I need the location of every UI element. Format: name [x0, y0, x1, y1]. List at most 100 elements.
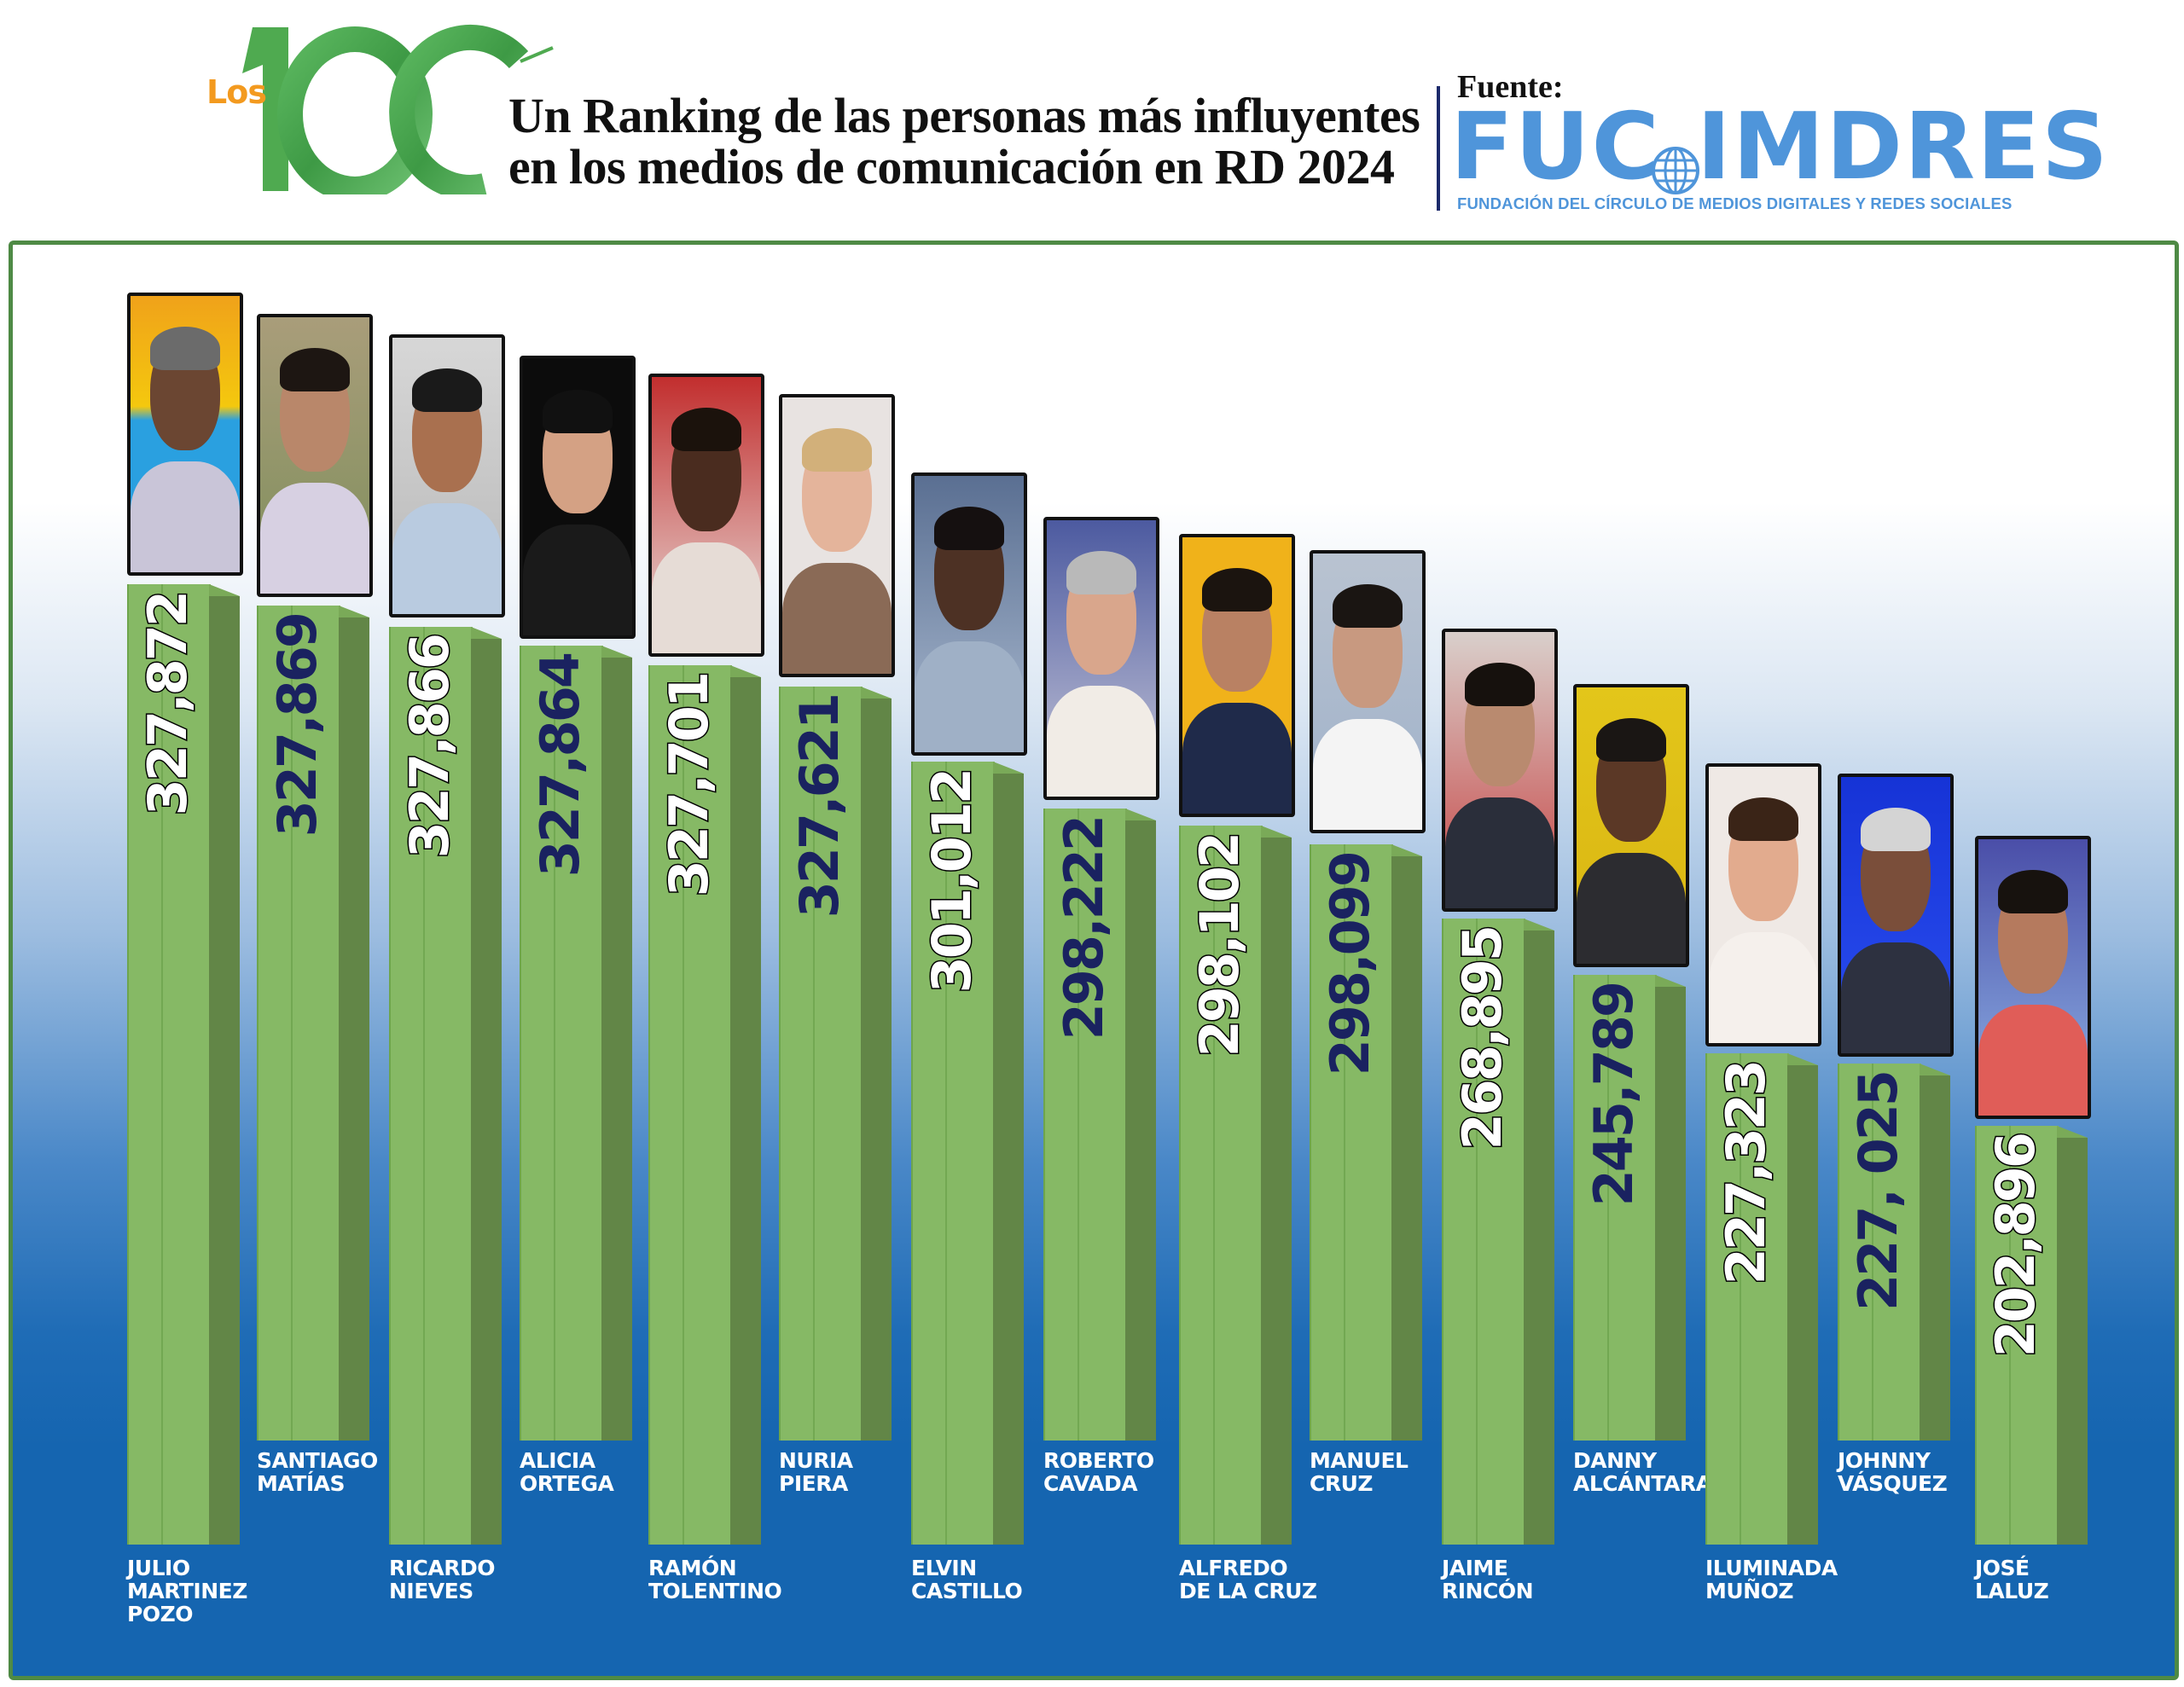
name-line: MARTINEZ [127, 1579, 247, 1603]
bar: 327,701 [648, 665, 761, 1545]
person-name-label: ELVIN CASTILLO [911, 1557, 1023, 1603]
photo-hair [671, 407, 741, 452]
bar-value-label: 202,896 [1984, 1133, 2048, 1359]
person-name-label: SANTIAGO MATÍAS [257, 1449, 378, 1495]
name-line: MANUEL [1310, 1448, 1409, 1473]
name-line: CAVADA [1043, 1471, 1138, 1496]
bar-side [339, 617, 369, 1441]
photo-hair [802, 427, 872, 472]
bar-value-label: 327,621 [788, 695, 851, 919]
logo-prefix: Los [206, 73, 267, 111]
photo-hair [1728, 797, 1798, 842]
los-100-logo: Los [203, 24, 613, 194]
person-photo [1043, 517, 1159, 800]
name-line: DE LA CRUZ [1179, 1579, 1317, 1603]
person-photo [257, 314, 373, 597]
bar: 298,222 [1043, 809, 1156, 1441]
bar-front [127, 584, 211, 1545]
photo-body [131, 461, 240, 572]
person-photo [779, 394, 895, 677]
bar-front [911, 762, 995, 1545]
bar-front [1043, 809, 1127, 1441]
bar: 327,866 [389, 627, 502, 1545]
photo-body [1313, 719, 1422, 830]
brand-left: FUC [1450, 94, 1661, 200]
photo-hair [1333, 583, 1403, 629]
page-title: Un Ranking de las personas más influyent… [508, 90, 1438, 193]
photo-hair [1202, 567, 1272, 612]
person-photo [1442, 629, 1558, 912]
person-photo [127, 293, 243, 576]
header-divider [1437, 86, 1440, 211]
person-name-label: ILUMINADA MUÑOZ [1705, 1557, 1838, 1603]
photo-body [1709, 932, 1818, 1043]
name-line: JOSÉ [1975, 1556, 2030, 1580]
person-name-label: JAIME RINCÓN [1442, 1557, 1534, 1603]
title-line-2: en los medios de comunicación en RD 2024 [508, 139, 1395, 194]
bar: 327,864 [520, 646, 632, 1441]
photo-hair [1066, 550, 1136, 595]
person-photo [648, 374, 764, 657]
brand-right: IMDRES [1696, 94, 2110, 200]
bar-value-label: 298,102 [1188, 833, 1252, 1058]
person-name-label: NURIA PIERA [779, 1449, 853, 1495]
person-name-label: ROBERTO CAVADA [1043, 1449, 1154, 1495]
photo-hair [150, 326, 220, 371]
photo-body [1978, 1005, 2088, 1116]
name-line: MATÍAS [257, 1471, 345, 1496]
name-line: TOLENTINO [648, 1579, 782, 1603]
photo-body [915, 641, 1024, 752]
name-line: ALCÁNTARA [1573, 1471, 1712, 1496]
name-line: ALICIA [520, 1448, 595, 1473]
person-photo [1975, 836, 2091, 1119]
bar-front [257, 606, 340, 1441]
name-line: DANNY [1573, 1448, 1657, 1473]
bar: 268,895 [1442, 919, 1554, 1545]
photo-body [782, 563, 892, 674]
person-photo [1310, 550, 1426, 833]
name-line: NURIA [779, 1448, 853, 1473]
title-line-1: Un Ranking de las personas más influyent… [508, 88, 1420, 143]
name-line: PIERA [779, 1471, 848, 1496]
person-name-label: JOHNNY VÁSQUEZ [1838, 1449, 1948, 1495]
bar-front [1573, 975, 1657, 1441]
bar: 301,012 [911, 762, 1024, 1545]
photo-body [1445, 797, 1554, 908]
bar-side [1391, 856, 1422, 1441]
photo-body [1841, 942, 1950, 1053]
photo-body [1182, 703, 1292, 814]
person-name-label: RAMÓN TOLENTINO [648, 1556, 782, 1603]
bar-value-label: 327,872 [136, 592, 200, 817]
bar-value-label: 298,099 [1319, 853, 1381, 1076]
name-line: RICARDO [389, 1556, 496, 1580]
chart-area: 327,872 JULIO MARTINEZ POZO 327,869 SANTIAGO M… [9, 241, 2179, 1680]
name-line: JULIO [127, 1556, 190, 1580]
name-line: SANTIAGO [257, 1448, 378, 1473]
bar-value-label: 268,895 [1450, 926, 1515, 1151]
photo-hair [1861, 807, 1931, 852]
bar-front [1310, 844, 1393, 1441]
name-line: ILUMINADA [1705, 1556, 1838, 1580]
bar-value-label: 245,789 [1583, 983, 1645, 1207]
globe-icon [1649, 119, 1702, 195]
person-photo [1838, 774, 1954, 1057]
bar-front [779, 687, 863, 1441]
bar: 245,789 [1573, 975, 1686, 1441]
bar: 227, 025 [1838, 1064, 1950, 1441]
bar-side [209, 596, 240, 1545]
bar: 227,323 [1705, 1053, 1818, 1545]
bar-front [1838, 1064, 1921, 1441]
photo-body [652, 542, 761, 653]
photo-hair [543, 389, 613, 434]
bar-front [648, 665, 732, 1545]
name-line: POZO [127, 1602, 193, 1626]
photo-hair [934, 506, 1004, 551]
bar-side [1787, 1065, 1818, 1545]
person-photo [911, 472, 1027, 756]
bar-side [601, 658, 632, 1441]
source-label: Fuente: [1457, 69, 1564, 105]
bar-front [389, 627, 473, 1545]
bar-front [1975, 1126, 2059, 1545]
bar-value-label: 327,864 [529, 654, 591, 878]
name-line: RAMÓN [648, 1556, 737, 1580]
